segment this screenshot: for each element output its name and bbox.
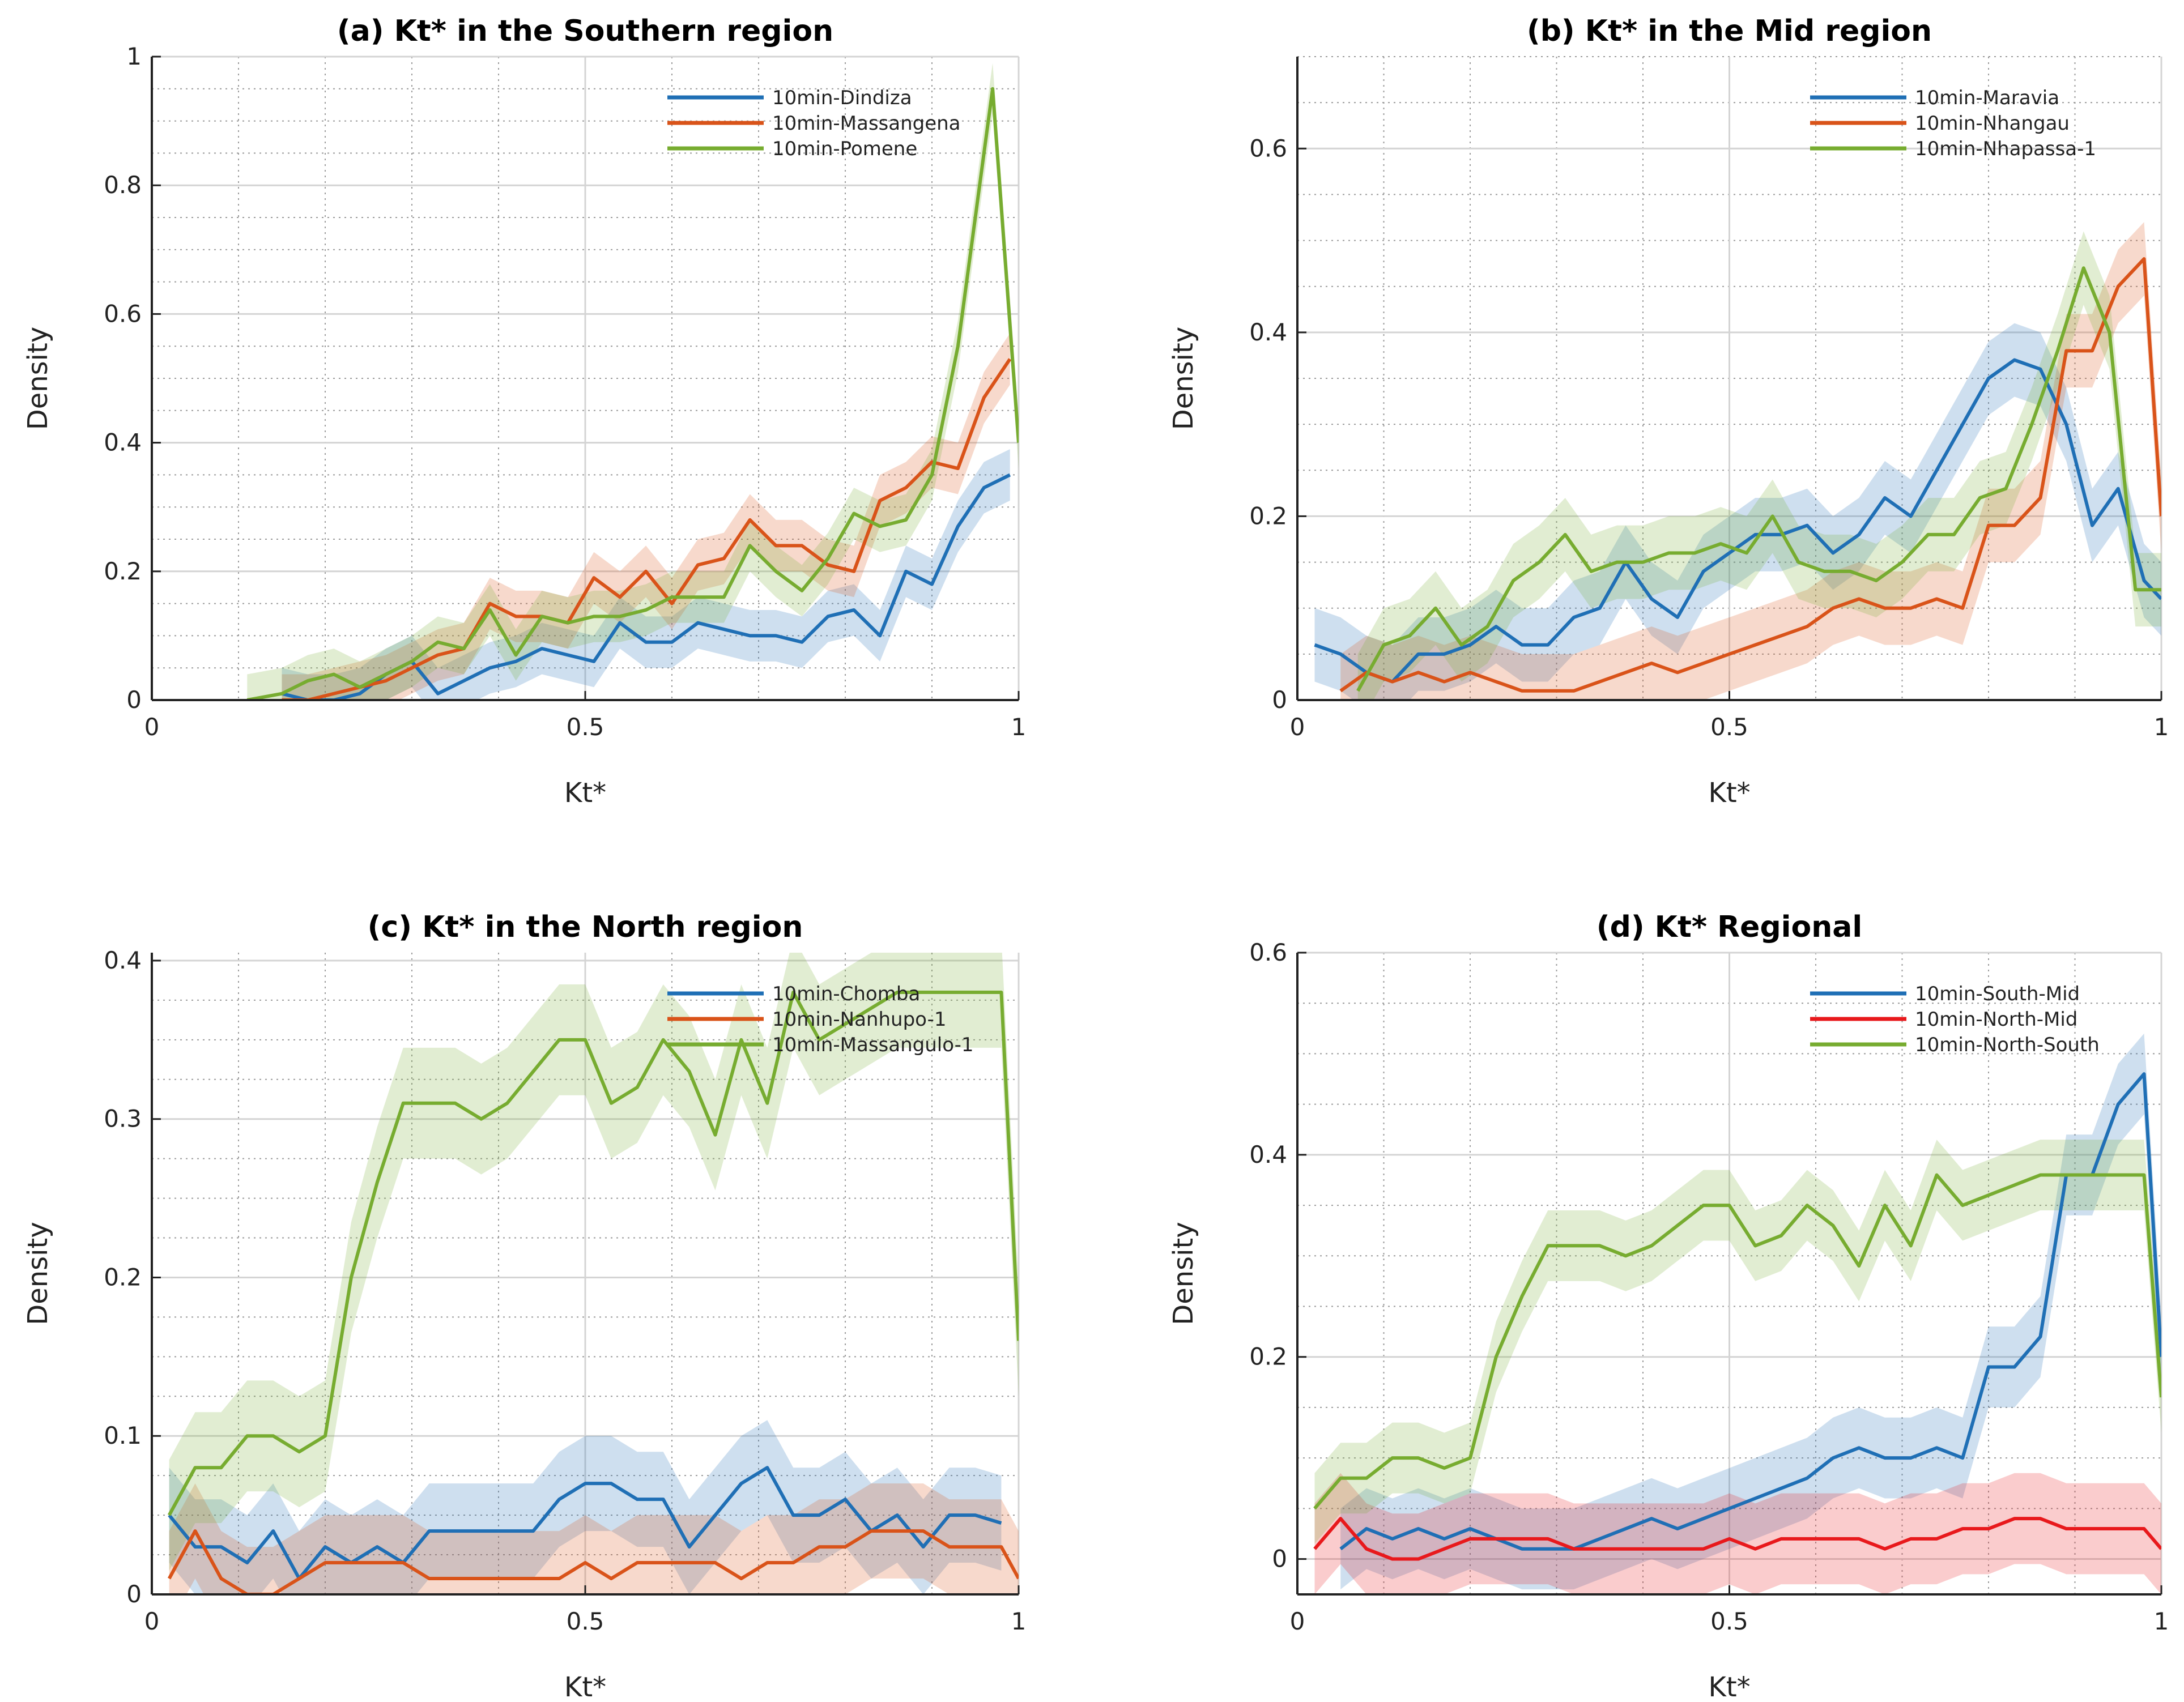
y-tick-label: 0: [126, 686, 142, 714]
legend-label: 10min-Massangena: [772, 112, 961, 135]
y-tick-label: 1: [126, 42, 142, 70]
y-axis-label: Density: [22, 327, 54, 430]
x-tick-label: 1: [1011, 1607, 1027, 1635]
series-line-2: [167, 1529, 1019, 1594]
x-axis-label: Kt*: [1708, 777, 1750, 809]
plot-area: [1313, 1033, 2161, 1594]
grid: [1296, 56, 2162, 701]
legend-label: 10min-Nhangau: [1915, 112, 2070, 135]
legend: 10min-Maravia 10min-Nhangau 10min-Nhapassa…: [1810, 87, 2096, 160]
x-tick-label: 1: [1011, 713, 1027, 741]
y-tick-label: 0.4: [1249, 318, 1287, 346]
x-tick-label: 0: [144, 713, 160, 741]
legend: 10min-South-Mid 10min-North-Mid 10min-Nort…: [1810, 983, 2100, 1056]
panel-title: (c) Kt* in the North region: [368, 910, 803, 944]
legend-label: 10min-Nhapassa-1: [1915, 138, 2096, 160]
series-line-3: [246, 87, 1019, 700]
x-axis-label: Kt*: [564, 1671, 606, 1702]
y-tick-label: 0.2: [1249, 1343, 1287, 1371]
y-tick-label: 0.4: [104, 429, 142, 457]
x-tick-label: 0.5: [567, 1607, 604, 1635]
y-tick-label: 0.3: [104, 1105, 142, 1133]
panel-a: 0 0.5 1 0 0.2 0.4 0.6 0.8 1 (a) Kt* in the Southe…: [22, 14, 1026, 809]
series-line-2: [1339, 257, 2161, 693]
panel-title: (b) Kt* in the Mid region: [1527, 14, 1932, 48]
series-line-1: [1314, 358, 2161, 684]
series-line-1: [1339, 1072, 2161, 1551]
y-tick-label: 0.6: [1249, 134, 1287, 162]
plot-area: [1314, 222, 2161, 700]
panel-c: 0 0.5 1 0 0.1 0.2 0.3 0.4 (c) Kt* in the North r…: [22, 910, 1026, 1702]
x-tick-label: 1: [2154, 713, 2169, 741]
panel-b: 0 0.5 1 0 0.2 0.4 0.6 (b) Kt* in the Mid region…: [1168, 14, 2169, 809]
confidence-band-2: [1314, 1473, 2161, 1594]
series-line-3: [1313, 1173, 2161, 1510]
confidence-band-2: [282, 333, 1010, 700]
plot-area: [167, 953, 1019, 1594]
x-tick-label: 0.5: [1710, 713, 1748, 741]
y-tick-label: 0.6: [1249, 939, 1287, 966]
series-line-1: [168, 1466, 1002, 1581]
x-tick-label: 0.5: [567, 713, 604, 741]
confidence-band-1: [1340, 1033, 2161, 1590]
confidence-band-3: [169, 953, 1019, 1571]
legend: 10min-Chomba 10min-Nanhupo-1 10min-Massang…: [667, 983, 974, 1056]
confidence-band-2: [1340, 222, 2161, 700]
legend-label: 10min-Nanhupo-1: [772, 1008, 946, 1031]
confidence-band-2: [169, 1483, 1019, 1594]
legend-label: 10min-Chomba: [772, 983, 920, 1005]
legend-label: 10min-Pomene: [772, 138, 917, 160]
legend-label: 10min-Massangulo-1: [772, 1034, 974, 1056]
panel-title: (a) Kt* in the Southern region: [337, 14, 833, 48]
y-tick-label: 0.2: [1249, 502, 1287, 530]
legend-label: 10min-South-Mid: [1915, 983, 2080, 1005]
series-line-2: [1313, 1517, 2161, 1561]
x-axis-label: Kt*: [1708, 1671, 1750, 1702]
confidence-band-1: [1314, 323, 2161, 700]
legend-label: 10min-Maravia: [1915, 87, 2059, 109]
y-tick-label: 0.8: [104, 171, 142, 199]
series-line-3: [1356, 266, 2161, 692]
y-tick-label: 0: [126, 1580, 142, 1608]
y-tick-label: 0.6: [104, 300, 142, 327]
panel-title: (d) Kt* Regional: [1597, 910, 1862, 944]
legend-label: 10min-Dindiza: [772, 87, 912, 109]
legend-label: 10min-North-South: [1915, 1034, 2100, 1056]
y-tick-label: 0.4: [104, 946, 142, 974]
y-axis-label: Density: [1168, 327, 1199, 430]
confidence-band-3: [247, 63, 1019, 700]
confidence-band-1: [282, 449, 1010, 700]
confidence-band-1: [169, 1420, 1002, 1594]
series-line-2: [282, 358, 1012, 700]
y-tick-label: 0.2: [104, 1263, 142, 1291]
x-axis-label: Kt*: [564, 777, 606, 809]
series-line-3: [167, 990, 1019, 1516]
x-tick-label: 0.5: [1710, 1607, 1748, 1635]
x-tick-label: 0: [1290, 1607, 1305, 1635]
x-tick-label: 1: [2154, 1607, 2169, 1635]
x-tick-label: 0: [144, 1607, 160, 1635]
y-axis-label: Density: [1168, 1222, 1199, 1325]
grid: [1296, 952, 2162, 1594]
y-axis-label: Density: [22, 1222, 54, 1325]
y-tick-label: 0.1: [104, 1422, 142, 1449]
y-tick-label: 0: [1272, 1545, 1287, 1573]
plot-area: [246, 63, 1019, 700]
x-tick-label: 0: [1290, 713, 1305, 741]
y-tick-label: 0: [1272, 686, 1287, 714]
panel-d: 0 0.5 1 0 0.2 0.4 0.6 (d) Kt* Regional Kt* Densit…: [1168, 910, 2169, 1702]
legend: 10min-Dindiza 10min-Massangena 10min-Pomen…: [667, 87, 961, 160]
legend-label: 10min-North-Mid: [1915, 1008, 2077, 1031]
y-tick-label: 0.4: [1249, 1141, 1287, 1168]
y-tick-label: 0.2: [104, 557, 142, 585]
